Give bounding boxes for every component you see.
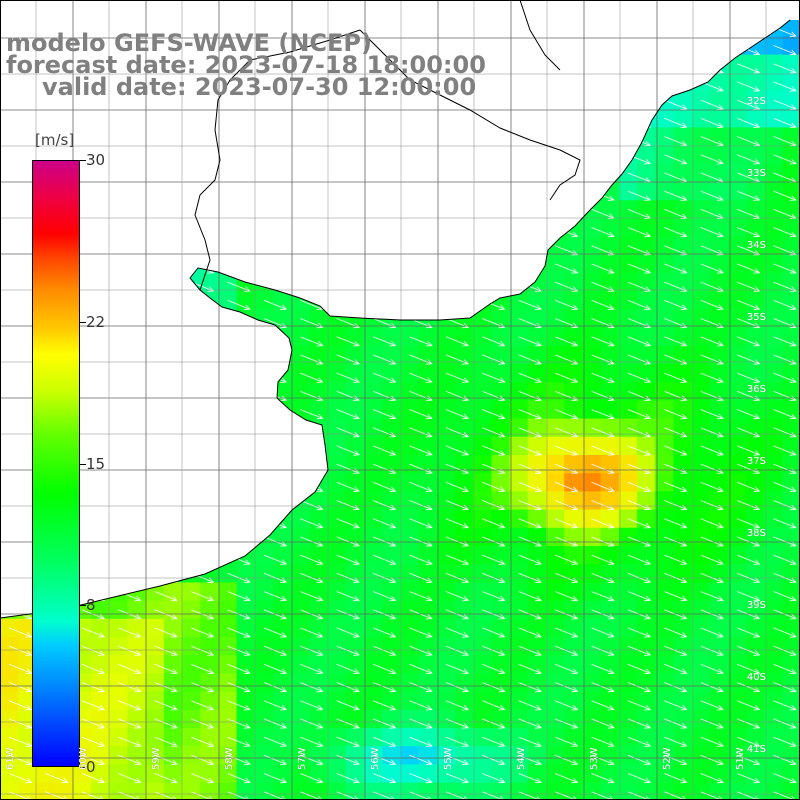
latitude-label: 33S [746, 168, 766, 179]
valid-date: valid date: 2023-07-30 12:00:00 [42, 73, 477, 101]
border-line-east [359, 29, 581, 201]
colorbar-tick-label: 22 [86, 312, 106, 331]
colorbar-tick-label: 0 [86, 758, 96, 776]
forecast-date: forecast date: 2023-07-18 18:00:00 [6, 51, 486, 79]
colorbar-unit: [m/s] [35, 131, 75, 149]
colorbar-tick-mark [80, 767, 86, 768]
longitude-label: 52W [662, 747, 673, 770]
latitude-label: 38S [746, 528, 766, 539]
longitude-label: 57W [297, 747, 308, 770]
longitude-label: 55W [443, 747, 454, 770]
longitude-label: 54W [516, 747, 527, 770]
latitude-label: 36S [746, 384, 766, 395]
colorbar-tick-mark [80, 463, 86, 465]
longitude-label: 58W [224, 747, 235, 770]
longitude-label: 53W [589, 747, 600, 770]
coastline [0, 19, 791, 619]
latitude-label: 37S [746, 456, 766, 467]
longitude-label: 56W [370, 747, 381, 770]
latitude-label: 32S [746, 96, 766, 107]
border-line [194, 59, 251, 291]
longitude-label: 51W [735, 747, 746, 770]
latitude-label: 34S [746, 240, 766, 251]
model-title: modelo GEFS-WAVE (NCEP) [6, 29, 372, 57]
border-line-north [249, 29, 361, 61]
colorbar [32, 160, 80, 767]
latitude-label: 39S [746, 600, 766, 611]
latitude-label: 40S [746, 672, 766, 683]
latitude-label: 41S [746, 744, 766, 755]
colorbar-tick-label: 8 [86, 596, 96, 615]
longitude-label: 60W [78, 747, 89, 770]
border-line-ne [519, 0, 561, 71]
latitude-label: 35S [746, 312, 766, 323]
colorbar-tick-label: 15 [86, 454, 106, 473]
colorbar-tick-mark [80, 605, 86, 607]
colorbar-tick-mark [80, 321, 86, 323]
longitude-label: 61W [5, 747, 16, 770]
longitude-label: 59W [151, 747, 162, 770]
colorbar-tick-label: 30 [86, 151, 106, 169]
colorbar-tick-mark [80, 160, 86, 161]
